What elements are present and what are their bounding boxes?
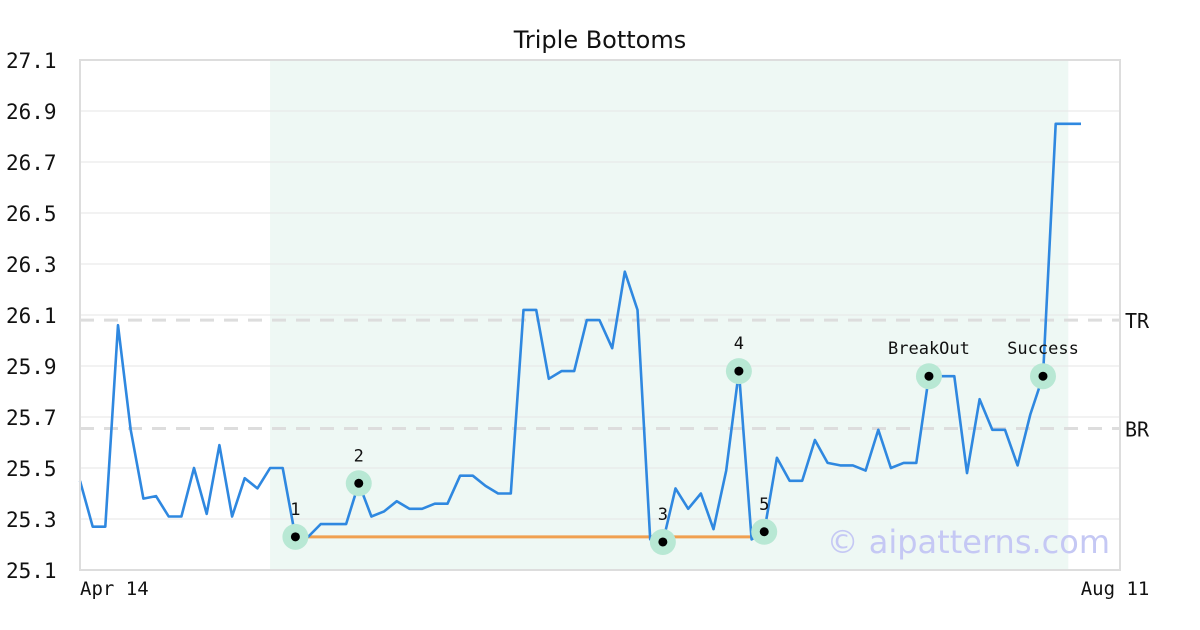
y-tick-label: 26.5 [6,202,57,226]
y-tick-label: 25.1 [6,559,57,583]
y-tick-label: 27.1 [6,49,57,73]
marker-3-dot [658,537,668,547]
marker-4-dot [734,366,744,376]
x-tick-label: Aug 11 [1081,578,1150,600]
level-label-tr: TR [1125,309,1150,333]
y-tick-label: 26.7 [6,151,57,175]
marker-success-label: Success [1007,339,1079,359]
marker-2-label: 2 [354,446,364,466]
y-tick-label: 26.1 [6,304,57,328]
marker-breakout-label: BreakOut [888,339,970,359]
plot-frame [79,59,1121,571]
y-axis-ticks: 25.1 25.3 25.5 25.7 25.9 26.1 26.3 26.5 26.7 26.9… [6,49,57,583]
y-tick-label: 25.9 [6,355,57,379]
marker-breakout-dot [924,371,934,381]
y-tick-label: 25.3 [6,508,57,532]
marker-3-label: 3 [658,505,668,525]
price-line [78,122,1081,544]
y-tick-label: 25.7 [6,406,57,430]
level-label-br: BR [1125,417,1150,441]
level-lines: TR BR [80,309,1150,441]
marker-1-dot [290,532,300,542]
marker-4-label: 4 [734,334,744,354]
marker-5-label: 5 [759,495,769,515]
chart-title: Triple Bottoms [513,26,687,54]
marker-5-dot [759,527,769,537]
y-tick-label: 25.5 [6,457,57,481]
y-tick-label: 26.3 [6,253,57,277]
marker-success-dot [1038,371,1048,381]
x-axis-ticks: Apr 14 Aug 11 [80,578,1149,600]
y-tick-label: 26.9 [6,100,57,124]
marker-1-label: 1 [290,500,300,520]
marker-2-dot [354,478,364,488]
pattern-markers: 1 2 3 4 5 BreakOut Success [282,334,1079,555]
x-tick-label: Apr 14 [80,578,149,600]
watermark: © aipatterns.com [827,523,1110,561]
